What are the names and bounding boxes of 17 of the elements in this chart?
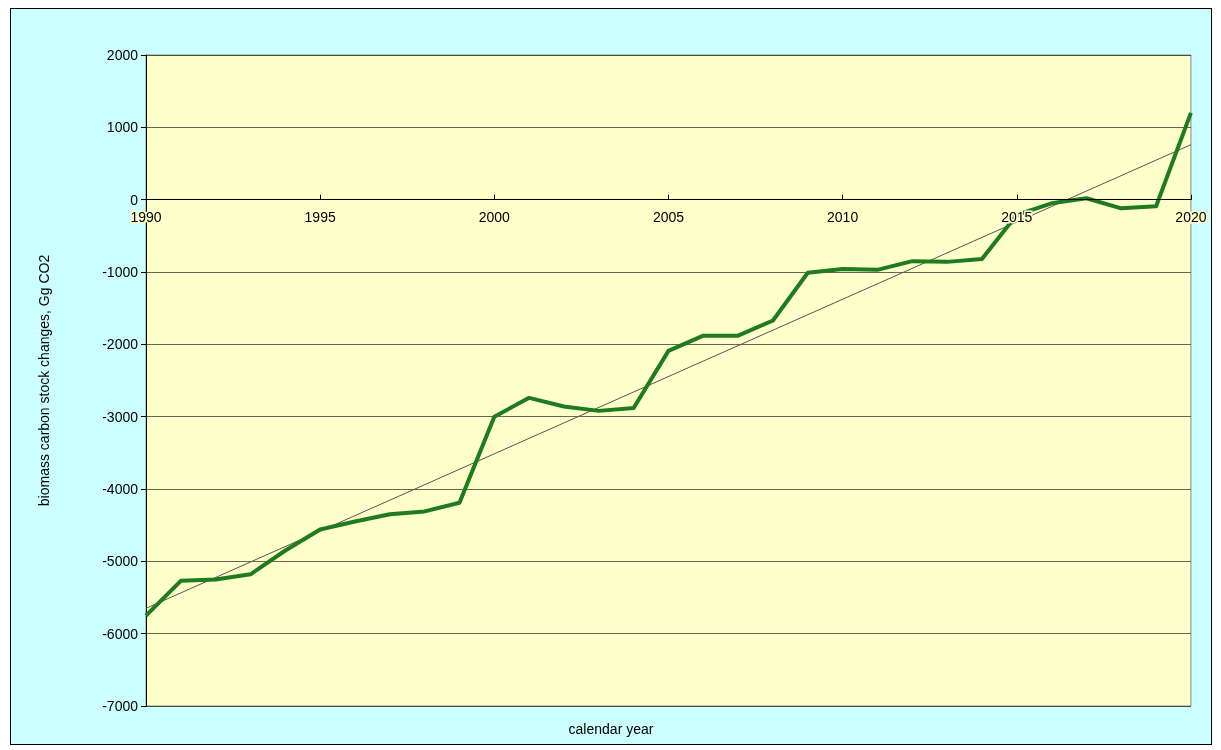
x-axis-title: calendar year	[568, 721, 654, 737]
y-tick-label: -2000	[102, 336, 139, 353]
x-tick-label: 2010	[827, 208, 859, 225]
x-tick-label: 2020	[1175, 208, 1207, 225]
y-tick-label: -3000	[102, 408, 139, 425]
y-tick-label: -4000	[102, 481, 139, 497]
x-tick-label: 1995	[304, 208, 336, 225]
y-tick-label: -1000	[102, 264, 139, 280]
y-tick-label: 2000	[106, 47, 139, 63]
y-tick-label: -7000	[102, 698, 139, 714]
y-tick-label: -5000	[102, 553, 139, 570]
y-tick-label: 1000	[106, 119, 139, 136]
x-tick-label: 2000	[478, 208, 511, 225]
y-tick-label: -6000	[102, 625, 139, 642]
y-tick-label: 0	[130, 191, 139, 208]
x-tick-label: 2005	[652, 208, 685, 225]
y-axis-title: biomass carbon stock changes, Gg CO2	[36, 254, 52, 507]
